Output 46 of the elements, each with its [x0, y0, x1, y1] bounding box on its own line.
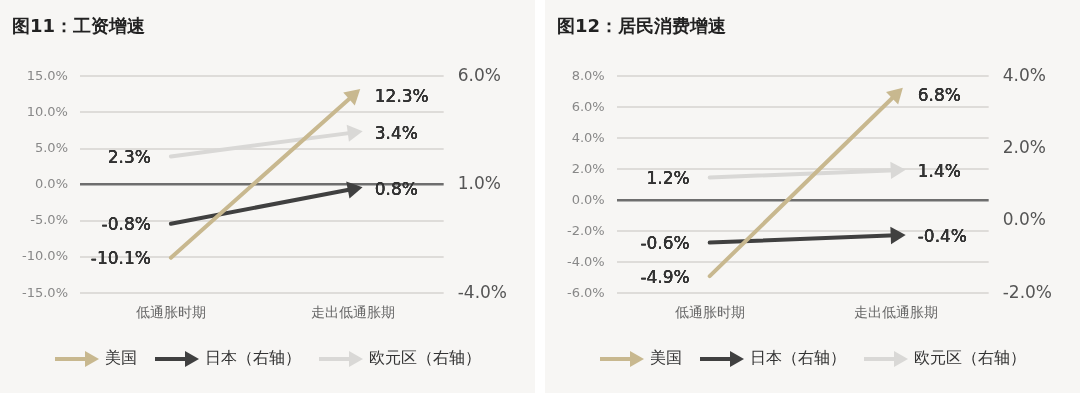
x-tick-label: 低通胀时期	[135, 304, 206, 321]
y-tick-label: 6.0%	[571, 98, 605, 114]
y2-tick-label: -4.0%	[457, 281, 507, 302]
y-tick-label: -5.0%	[30, 212, 68, 228]
data-label: 1.4%	[917, 160, 961, 181]
data-label: -0.4%	[917, 225, 968, 246]
y-tick-label: -2.0%	[567, 222, 605, 238]
data-label: 0.8%	[374, 179, 418, 200]
y-tick-label: 0.0%	[571, 191, 605, 207]
data-label: -0.6%	[640, 232, 690, 253]
y-tick-label: 15.0%	[26, 67, 68, 83]
y2-tick-label: -2.0%	[1002, 281, 1052, 302]
chart-title: 图11：工资增速	[12, 14, 146, 38]
y-tick-label: -4.0%	[567, 253, 605, 269]
y2-tick-label: 1.0%	[457, 173, 501, 194]
data-label: -4.9%	[640, 266, 690, 287]
x-tick-label: 走出低通胀期	[310, 304, 395, 321]
y-tick-label: 10.0%	[26, 103, 68, 119]
x-tick-label: 低通胀时期	[674, 304, 745, 321]
legend-label: 美国	[104, 348, 137, 369]
chart-title: 图12：居民消费增速	[557, 14, 727, 38]
y-tick-label: 2.0%	[571, 160, 605, 176]
data-label: -10.1%	[90, 248, 151, 269]
data-label: 12.3%	[374, 86, 429, 107]
y2-tick-label: 2.0%	[1002, 136, 1046, 157]
data-label: -0.8%	[101, 214, 151, 235]
data-label: 2.3%	[107, 146, 151, 167]
y-tick-label: -6.0%	[567, 284, 605, 300]
y-tick-label: 0.0%	[34, 176, 68, 192]
legend-label: 日本（右轴）	[749, 348, 846, 369]
y2-tick-label: 6.0%	[457, 64, 501, 85]
legend-label: 欧元区（右轴）	[368, 348, 481, 369]
x-tick-label: 走出低通胀期	[853, 304, 938, 321]
y-tick-label: -15.0%	[21, 284, 68, 300]
y-tick-label: 8.0%	[571, 67, 605, 83]
y-tick-label: -10.0%	[21, 248, 68, 264]
data-label: 1.2%	[646, 167, 690, 188]
legend-label: 日本（右轴）	[204, 348, 301, 369]
y2-tick-label: 0.0%	[1002, 209, 1046, 230]
legend-label: 美国	[649, 348, 682, 369]
y-tick-label: 4.0%	[571, 129, 605, 145]
data-label: 3.4%	[374, 123, 418, 144]
legend-label: 欧元区（右轴）	[913, 348, 1026, 369]
y-tick-label: 5.0%	[34, 139, 68, 155]
data-label: 6.8%	[917, 85, 961, 106]
y2-tick-label: 4.0%	[1002, 64, 1046, 85]
